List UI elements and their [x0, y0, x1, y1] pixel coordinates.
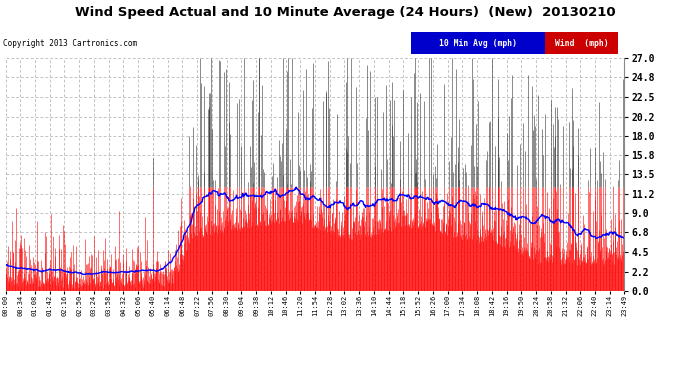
Text: Wind  (mph): Wind (mph): [555, 39, 608, 48]
Text: Copyright 2013 Cartronics.com: Copyright 2013 Cartronics.com: [3, 39, 137, 48]
Text: 10 Min Avg (mph): 10 Min Avg (mph): [439, 39, 517, 48]
Text: Wind Speed Actual and 10 Minute Average (24 Hours)  (New)  20130210: Wind Speed Actual and 10 Minute Average …: [75, 6, 615, 19]
